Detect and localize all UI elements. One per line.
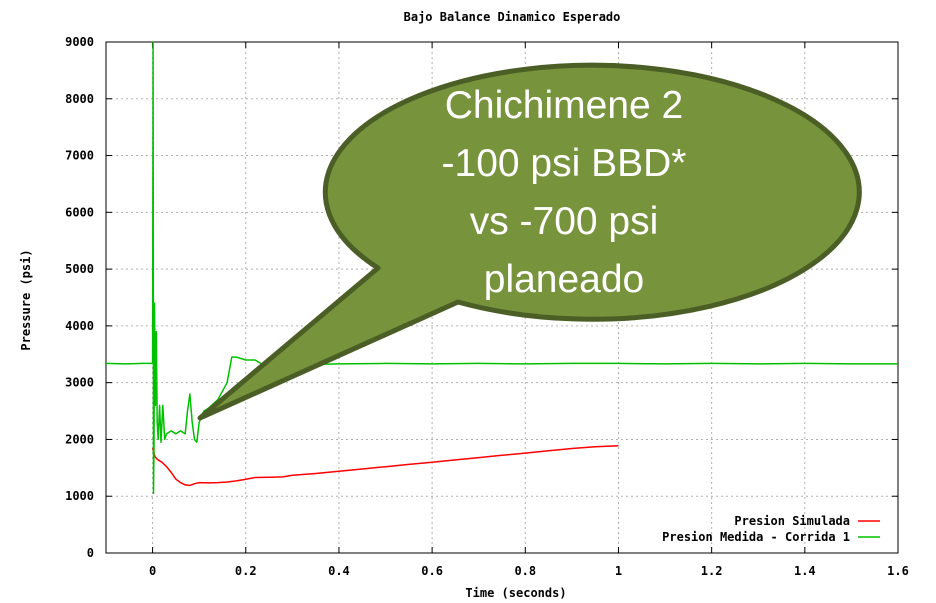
- callout-annotation: Chichimene 2 -100 psi BBD* vs -700 psi p…: [197, 62, 862, 421]
- y-tick-labels: 0 1000 2000 3000 4000 5000 6000 7000 8000 9000: [65, 35, 94, 560]
- y-tick-label: 4000: [65, 319, 94, 333]
- y-tick-label: 1000: [65, 489, 94, 503]
- x-tick-labels: 0 0.2 0.4 0.6 0.8 1 1.2 1.4 1.6: [149, 564, 909, 578]
- y-tick-label: 9000: [65, 35, 94, 49]
- x-tick-label: 1.6: [887, 564, 909, 578]
- callout-line-3: vs -700 psi: [470, 200, 659, 243]
- legend: Presion Simulada Presion Medida - Corrid…: [662, 514, 880, 544]
- legend-label-simulada: Presion Simulada: [734, 514, 850, 528]
- chart-title: Bajo Balance Dinamico Esperado: [404, 10, 621, 24]
- callout-line-1: Chichimene 2: [445, 84, 683, 127]
- y-tick-label: 6000: [65, 205, 94, 219]
- x-tick-label: 1.2: [701, 564, 723, 578]
- y-tick-label: 0: [87, 546, 94, 560]
- x-tick-label: 0.8: [514, 564, 536, 578]
- x-axis-label: Time (seconds): [465, 586, 566, 600]
- y-tick-label: 5000: [65, 262, 94, 276]
- x-tick-label: 1: [615, 564, 622, 578]
- callout-bubble: [197, 62, 862, 421]
- y-tick-label: 8000: [65, 92, 94, 106]
- series-lines: [105, 41, 898, 495]
- series-line-simulada: [151, 444, 619, 487]
- series-line-medida: [105, 41, 898, 495]
- y-axis-label: Pressure (psi): [19, 249, 33, 350]
- callout-line-2: -100 psi BBD*: [442, 142, 687, 185]
- callout-line-4: planeado: [484, 258, 645, 301]
- x-tick-label: 0.2: [235, 564, 257, 578]
- x-tick-label: 1.4: [794, 564, 816, 578]
- plot-frame: [105, 41, 899, 554]
- x-tick-label: 0.6: [421, 564, 443, 578]
- y-tick-label: 2000: [65, 432, 94, 446]
- y-tick-label: 7000: [65, 149, 94, 163]
- y-tick-label: 3000: [65, 376, 94, 390]
- x-tick-label: 0: [149, 564, 156, 578]
- x-tick-label: 0.4: [328, 564, 350, 578]
- legend-label-medida: Presion Medida - Corrida 1: [662, 530, 850, 544]
